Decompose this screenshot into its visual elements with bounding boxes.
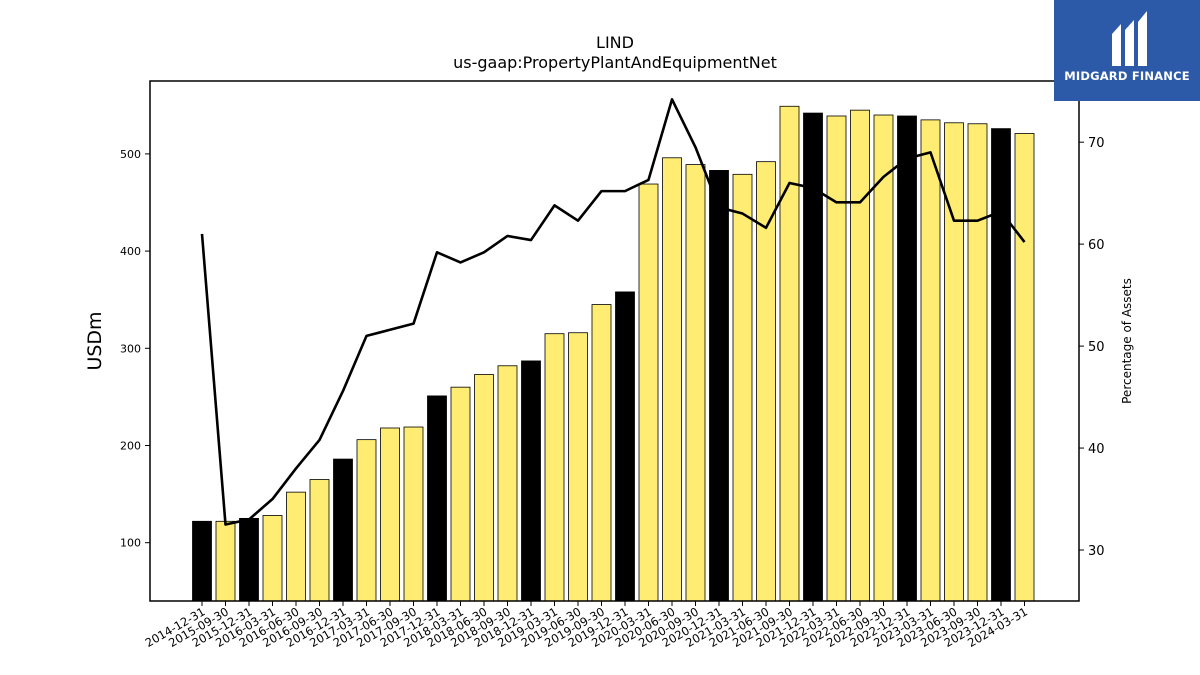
bar (920, 119, 941, 602)
bar (403, 426, 424, 602)
bar (544, 333, 565, 602)
bar (615, 291, 635, 602)
bar (873, 114, 894, 602)
bar (474, 374, 494, 602)
y2-tick-label: 30 (1088, 544, 1105, 559)
bar (779, 105, 800, 602)
bar (427, 395, 447, 602)
y2-axis-label: Percentage of Assets (1120, 278, 1134, 404)
bar (215, 520, 236, 602)
bar (356, 439, 377, 602)
bar (333, 458, 353, 602)
y-axis-label: USDm (84, 311, 106, 370)
percentage-line (200, 98, 1026, 526)
y-axis-left: 100 200 300 400 500 (120, 148, 150, 550)
bar (732, 173, 753, 602)
bar (286, 491, 306, 602)
bar-group (192, 105, 1035, 602)
bar (591, 304, 612, 602)
y-tick-label: 200 (120, 439, 141, 452)
y-tick-label: 300 (120, 342, 141, 355)
plot-frame (149, 80, 1080, 602)
bar (897, 115, 917, 602)
bar (380, 427, 400, 602)
bar (967, 123, 988, 602)
y-axis-right: 30 40 50 60 70 (1079, 136, 1105, 559)
bar (192, 520, 212, 602)
y2-tick-label: 70 (1088, 136, 1105, 151)
x-axis: 2014-12-312015-09-302015-12-312016-03-31… (143, 601, 1030, 650)
bar (309, 479, 330, 602)
y2-tick-label: 50 (1088, 340, 1105, 355)
y2-tick-label: 60 (1088, 238, 1105, 253)
bar (638, 183, 659, 602)
bar (568, 332, 588, 602)
logo-mark-icon (1112, 11, 1147, 66)
bar (662, 157, 682, 602)
y-tick-label: 400 (120, 245, 141, 258)
logo-text: MIDGARD FINANCE (1064, 69, 1190, 83)
chart-subtitle: us-gaap:PropertyPlantAndEquipmentNet (453, 53, 777, 72)
y2-tick-label: 40 (1088, 442, 1105, 457)
brand-logo: MIDGARD FINANCE (1054, 0, 1200, 101)
bar (1014, 133, 1035, 602)
bar (709, 170, 729, 602)
bar (991, 128, 1011, 602)
bar (521, 360, 541, 602)
bar (685, 164, 706, 602)
chart-title: LIND (596, 33, 634, 52)
bar (497, 365, 518, 602)
bar (262, 515, 283, 602)
bar (850, 109, 870, 602)
bar (450, 386, 471, 602)
bar (944, 122, 964, 602)
y-tick-label: 100 (120, 537, 141, 550)
bar (826, 115, 847, 602)
y-tick-label: 500 (120, 148, 141, 161)
line-group (200, 98, 1026, 526)
bar (239, 517, 259, 602)
